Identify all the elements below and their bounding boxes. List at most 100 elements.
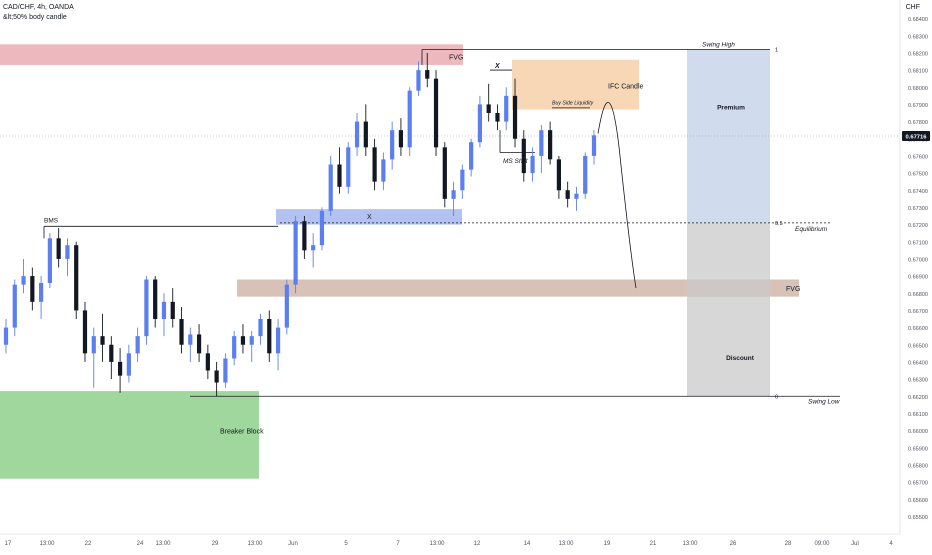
time-tick-label: 26: [730, 541, 737, 547]
price-tick-label: 0.68300: [908, 34, 928, 40]
price-tick-label: 0.67200: [908, 223, 928, 229]
chart-legend: CAD/CHF, 4h, OANDA &lt;50% body candle: [3, 3, 74, 23]
time-tick-label: 13:00: [39, 541, 55, 547]
candle-body: [381, 159, 386, 182]
time-tick-label: 22: [85, 541, 92, 547]
time-tick-label: 13:00: [247, 541, 263, 547]
candle-body: [293, 221, 298, 285]
candle-body: [161, 301, 167, 319]
time-tick-label: 19: [604, 541, 611, 547]
equilibrium-label: Equilibrium: [795, 226, 828, 233]
candle-body: [398, 130, 404, 148]
candle-body: [372, 147, 377, 182]
discount-zone: [687, 222, 770, 397]
price-tick-label: 0.67000: [908, 257, 928, 263]
candle-body: [117, 361, 123, 376]
candle-body: [363, 121, 368, 148]
candle-body: [3, 327, 9, 345]
candle-body: [153, 279, 158, 319]
time-tick-label: 13:00: [682, 541, 698, 547]
fib-05-label: 0.5: [775, 221, 783, 227]
discount-label: Discount: [726, 355, 755, 362]
swing-high-label: Swing High: [702, 41, 735, 48]
price-tick-label: 0.66500: [908, 343, 928, 349]
premium-label: Premium: [717, 105, 745, 112]
candle-body: [258, 319, 263, 337]
candle-body: [284, 284, 289, 328]
ifc-zone: [512, 59, 639, 110]
projection-path: [597, 102, 637, 289]
last-price-badge: [902, 131, 930, 142]
candle-body: [249, 336, 254, 345]
swing-low-label: Swing Low: [808, 398, 841, 405]
candle-body: [65, 245, 70, 259]
candle-body: [56, 238, 61, 259]
price-tick-label: 0.67800: [908, 120, 928, 126]
price-tick-label: 0.68200: [908, 51, 928, 57]
price-tick-label: 0.66900: [908, 275, 928, 281]
price-tick-label: 0.66800: [908, 292, 928, 298]
candle-body: [91, 336, 96, 354]
price-tick-label: 0.66600: [908, 326, 928, 332]
candle-body: [583, 155, 588, 194]
candle-body: [240, 336, 246, 345]
time-tick-label: 13:00: [558, 541, 574, 547]
candle-body: [188, 334, 193, 345]
fvg-mid-label: FVG: [786, 286, 800, 293]
price-tick-label: 0.67600: [908, 154, 928, 160]
price-tick-label: 0.66300: [908, 378, 928, 384]
candle-body: [469, 142, 474, 170]
price-tick-label: 0.67400: [908, 189, 928, 195]
indicator-name: &lt;50% body candle: [3, 14, 67, 21]
candle-body: [170, 301, 175, 319]
candle-body: [144, 279, 149, 337]
candle-body: [477, 104, 483, 143]
candle-body: [205, 353, 210, 371]
candle-body: [319, 210, 325, 246]
price-tick-label: 0.68000: [908, 86, 928, 92]
price-tick-label: 0.67500: [908, 172, 928, 178]
candle-body: [486, 104, 491, 113]
price-tick-label: 0.67100: [908, 240, 928, 246]
candle-body: [232, 336, 237, 359]
price-tick-label: 0.66700: [908, 309, 928, 315]
candle-body: [337, 164, 342, 187]
candle-body: [30, 276, 35, 302]
candle-body: [495, 113, 500, 122]
time-tick-label: 21: [650, 541, 657, 547]
candle-body: [223, 358, 228, 383]
candle-body: [12, 284, 17, 328]
candle-body: [39, 282, 44, 302]
time-tick-label: 17: [5, 541, 12, 547]
symbol-title: CAD/CHF, 4h, OANDA: [3, 4, 74, 11]
candle-body: [512, 95, 518, 139]
candle-body: [451, 190, 456, 199]
ifc-candle-label: IFC Candle: [608, 84, 644, 91]
candle-body: [433, 78, 439, 148]
x-mark-label: X: [494, 63, 501, 70]
candle-body: [346, 147, 351, 187]
time-tick-label: 7: [396, 541, 400, 547]
price-tick-label: 0.66400: [908, 360, 928, 366]
candle-body: [574, 193, 579, 199]
price-tick-label: 0.65500: [908, 515, 928, 521]
candle-body: [21, 276, 26, 285]
ms-shift-label: MS Shift: [503, 158, 529, 165]
time-tick-label: 24: [137, 541, 144, 547]
candle-body: [74, 245, 79, 311]
fib-1-label: 1: [775, 47, 778, 53]
candle-body: [47, 238, 52, 283]
candle-body: [135, 336, 140, 354]
time-tick-label: 13:00: [155, 541, 171, 547]
candle-body: [100, 336, 105, 345]
candle-body: [521, 138, 526, 174]
time-tick-label: 14: [524, 541, 531, 547]
time-tick-label: 29: [212, 541, 219, 547]
price-tick-label: 0.66100: [908, 412, 928, 418]
fvg-mid-zone: [237, 279, 799, 297]
fvg-top-zone: [0, 44, 463, 65]
x-zone-label: X: [367, 214, 372, 221]
candle-body: [196, 334, 202, 354]
